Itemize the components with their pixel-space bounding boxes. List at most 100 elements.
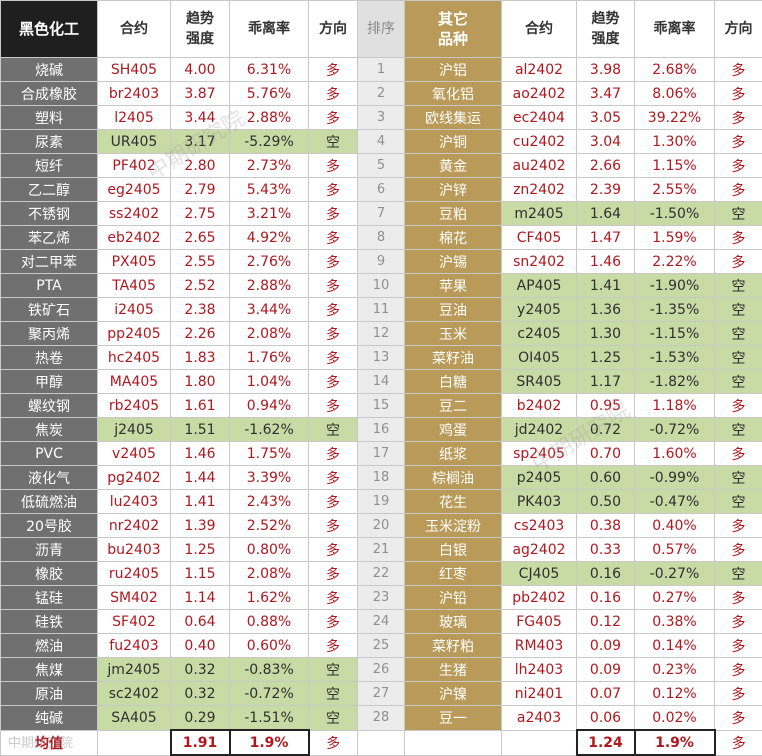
rank-number: 26 <box>357 657 405 682</box>
commodity-name: 鸡蛋 <box>404 417 502 442</box>
deviation-rate: 1.76% <box>229 345 309 370</box>
deviation-rate: 0.38% <box>634 609 715 634</box>
deviation-rate: 0.88% <box>229 609 309 634</box>
trend-strength: 0.40 <box>170 633 230 658</box>
direction: 多 <box>308 393 358 418</box>
rank-number: 6 <box>357 177 405 202</box>
direction: 多 <box>308 345 358 370</box>
direction: 多 <box>714 657 762 682</box>
contract-code: hc2405 <box>97 345 171 370</box>
contract-code: jd2402 <box>501 417 577 442</box>
direction: 空 <box>714 489 762 514</box>
trend-strength: 1.44 <box>170 465 230 490</box>
commodity-name: 玉米淀粉 <box>404 513 502 538</box>
table-row: 白糖 SR405 1.17 -1.82% 空 <box>404 369 762 394</box>
direction: 多 <box>308 369 358 394</box>
contract-code: ru2405 <box>97 561 171 586</box>
rank-number: 13 <box>357 345 405 370</box>
table-row: 铁矿石 i2405 2.38 3.44% 多 11 <box>0 297 405 322</box>
contract-code: RM403 <box>501 633 577 658</box>
deviation-rate: 8.06% <box>634 81 715 106</box>
trend-strength: 3.98 <box>576 57 635 82</box>
deviation-rate: -1.15% <box>634 321 715 346</box>
direction: 空 <box>308 705 358 731</box>
commodity-name: 玉米 <box>404 321 502 346</box>
commodity-name: 对二甲苯 <box>0 249 98 274</box>
table-row: PTA TA405 2.52 2.88% 多 10 <box>0 273 405 298</box>
trend-strength: 2.38 <box>170 297 230 322</box>
trend-strength: 3.87 <box>170 81 230 106</box>
left-header-direction: 方向 <box>308 0 358 58</box>
rank-number: 1 <box>357 57 405 82</box>
table-row: 花生 PK403 0.50 -0.47% 空 <box>404 489 762 514</box>
contract-code: eb2402 <box>97 225 171 250</box>
trend-strength: 0.16 <box>576 585 635 610</box>
average-strength: 1.91 <box>169 729 231 756</box>
contract-code: rb2405 <box>97 393 171 418</box>
commodity-name: 沪铜 <box>404 129 502 154</box>
table-row: 焦煤 jm2405 0.32 -0.83% 空 26 <box>0 657 405 682</box>
commodity-name: PTA <box>0 273 98 298</box>
deviation-rate: 2.55% <box>634 177 715 202</box>
left-header-deviation: 乖离率 <box>229 0 309 58</box>
deviation-rate: 1.75% <box>229 441 309 466</box>
right-header-group-text: 其它 品种 <box>437 10 468 48</box>
direction: 多 <box>308 201 358 226</box>
table-row: 豆粕 m2405 1.64 -1.50% 空 <box>404 201 762 226</box>
direction: 多 <box>308 465 358 490</box>
table-row: 氧化铝 ao2402 3.47 8.06% 多 <box>404 81 762 106</box>
deviation-rate: -0.47% <box>634 489 715 514</box>
right-header-contract: 合约 <box>501 0 577 58</box>
rank-number: 20 <box>357 513 405 538</box>
direction: 空 <box>714 345 762 370</box>
contract-code: lu2403 <box>97 489 171 514</box>
contract-code: al2402 <box>501 57 577 82</box>
contract-code: y2405 <box>501 297 577 322</box>
contract-code: fu2403 <box>97 633 171 658</box>
average-row: 均值 1.91 1.9% 多 <box>0 729 405 756</box>
rank-number: 24 <box>357 609 405 634</box>
table-row: 棕榈油 p2405 0.60 -0.99% 空 <box>404 465 762 490</box>
contract-code: PK403 <box>501 489 577 514</box>
commodity-name: 硅铁 <box>0 609 98 634</box>
rank-number: 9 <box>357 249 405 274</box>
table-row: 橡胶 ru2405 1.15 2.08% 多 22 <box>0 561 405 586</box>
commodity-name: PVC <box>0 441 98 466</box>
commodity-name: 玻璃 <box>404 609 502 634</box>
rank-number: 8 <box>357 225 405 250</box>
contract-code: cu2402 <box>501 129 577 154</box>
deviation-rate: 1.15% <box>634 153 715 178</box>
direction: 多 <box>308 561 358 586</box>
commodity-name: 热卷 <box>0 345 98 370</box>
direction: 多 <box>714 129 762 154</box>
direction: 空 <box>714 465 762 490</box>
table-row: 黄金 au2402 2.66 1.15% 多 <box>404 153 762 178</box>
direction: 多 <box>308 297 358 322</box>
trend-strength: 0.95 <box>576 393 635 418</box>
contract-code: au2402 <box>501 153 577 178</box>
right-header-strength-text: 趋势 强度 <box>591 11 620 47</box>
commodity-name: 液化气 <box>0 465 98 490</box>
deviation-rate: 2.22% <box>634 249 715 274</box>
right-header-strength: 趋势 强度 <box>576 0 635 58</box>
trend-strength: 1.83 <box>170 345 230 370</box>
contract-code: ec2404 <box>501 105 577 130</box>
direction: 空 <box>714 321 762 346</box>
commodity-name: 沥青 <box>0 537 98 562</box>
trend-strength: 1.64 <box>576 201 635 226</box>
trend-strength: 2.65 <box>170 225 230 250</box>
deviation-rate: -0.72% <box>229 681 309 706</box>
commodity-name: 沪铅 <box>404 585 502 610</box>
contract-code: FG405 <box>501 609 577 634</box>
trend-strength: 0.09 <box>576 633 635 658</box>
rank-blank <box>357 729 405 756</box>
table-row: 玻璃 FG405 0.12 0.38% 多 <box>404 609 762 634</box>
contract-code: v2405 <box>97 441 171 466</box>
trend-strength: 0.32 <box>170 681 230 706</box>
deviation-rate: -1.82% <box>634 369 715 394</box>
average-strength: 1.24 <box>575 729 636 756</box>
direction: 多 <box>308 513 358 538</box>
commodity-name: 螺纹钢 <box>0 393 98 418</box>
deviation-rate: 0.40% <box>634 513 715 538</box>
contract-code: ni2401 <box>501 681 577 706</box>
